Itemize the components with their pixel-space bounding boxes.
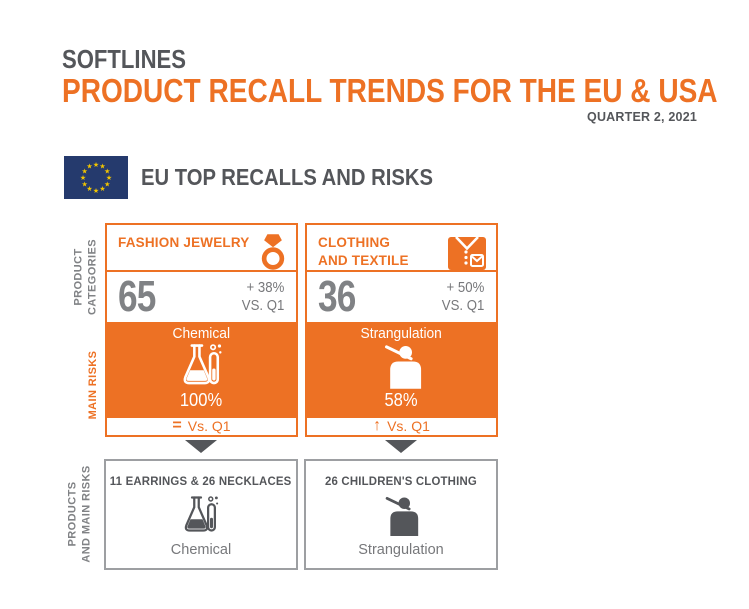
- up-arrow-trend-icon: ↑: [373, 417, 382, 435]
- row-label-products-and-main-risks: PRODUCTS AND MAIN RISKS: [66, 465, 93, 563]
- recall-change: + 50% VS. Q1: [441, 278, 484, 314]
- risk-trend-row: ↑ Vs. Q1: [307, 415, 496, 435]
- ring-icon: [259, 233, 287, 270]
- products-card-fashion-jewelry: 11 EARRINGS & 26 NECKLACES Chemical: [104, 459, 298, 570]
- main-risk-block: Strangulation 58%: [307, 321, 496, 416]
- svg-text:★: ★: [106, 174, 112, 182]
- recall-count: 65: [118, 271, 156, 321]
- products-risk-label: Strangulation: [358, 542, 444, 558]
- page-title: PRODUCT RECALL TRENDS FOR THE EU & USA: [62, 72, 718, 109]
- section-heading: EU TOP RECALLS AND RISKS: [141, 164, 434, 190]
- products-risk-label: Chemical: [170, 542, 232, 558]
- category-header: FASHION JEWELRY: [107, 225, 296, 270]
- row-label-product-categories: PRODUCT CATEGORIES: [72, 239, 99, 315]
- recall-count-row: 65 + 38% VS. Q1: [107, 269, 296, 322]
- risk-trend-label: Vs. Q1: [187, 418, 231, 435]
- risk-trend-label: Vs. Q1: [387, 418, 430, 435]
- row-label-main-risks: MAIN RISKS: [86, 350, 99, 420]
- flask-icon: [183, 488, 219, 542]
- category-header: CLOTHING AND TEXTILE: [307, 225, 496, 270]
- svg-text:★: ★: [104, 180, 110, 188]
- main-risk-name: Chemical: [172, 324, 231, 342]
- category-card-fashion-jewelry: FASHION JEWELRY 65 + 38% VS. Q1 Chemical: [105, 223, 298, 437]
- main-risk-percent: 58%: [384, 389, 419, 410]
- report-period: QUARTER 2, 2021: [587, 110, 697, 124]
- down-arrow-icon: [185, 440, 217, 453]
- recall-count: 36: [318, 271, 356, 321]
- svg-text:★: ★: [99, 185, 105, 193]
- products-card-clothing-textile: 26 CHILDREN'S CLOTHING Strangulation: [304, 459, 498, 570]
- recall-count-row: 36 + 50% VS. Q1: [307, 269, 496, 322]
- shirt-icon: [447, 233, 487, 271]
- products-title: 26 CHILDREN'S CLOTHING: [325, 474, 477, 488]
- main-risk-name: Strangulation: [360, 324, 443, 342]
- recall-change: + 38% VS. Q1: [241, 278, 284, 314]
- svg-text:★: ★: [93, 161, 99, 169]
- strangulation-person-icon: [383, 488, 419, 542]
- flask-icon: [181, 343, 223, 389]
- strangulation-person-icon: [382, 343, 422, 389]
- risk-trend-row: = Vs. Q1: [107, 415, 296, 435]
- svg-text:★: ★: [80, 174, 86, 182]
- products-title: 11 EARRINGS & 26 NECKLACES: [110, 474, 292, 488]
- category-card-clothing-textile: CLOTHING AND TEXTILE 36 + 50% VS. Q1: [305, 223, 498, 437]
- equals-trend-icon: =: [172, 417, 182, 435]
- svg-text:★: ★: [82, 167, 88, 175]
- main-risk-block: Chemical 100%: [107, 321, 296, 416]
- report-kicker: SOFTLINES: [62, 44, 187, 74]
- svg-text:★: ★: [82, 180, 88, 188]
- svg-text:★: ★: [86, 185, 92, 193]
- svg-text:★: ★: [93, 187, 99, 195]
- svg-text:★: ★: [86, 163, 92, 171]
- eu-flag-icon: ★ ★ ★ ★ ★ ★ ★ ★ ★ ★ ★ ★: [64, 156, 128, 199]
- svg-text:★: ★: [99, 163, 105, 171]
- svg-text:★: ★: [104, 167, 110, 175]
- down-arrow-icon: [385, 440, 417, 453]
- main-risk-percent: 100%: [180, 389, 223, 410]
- category-name: CLOTHING AND TEXTILE: [318, 235, 409, 268]
- category-name: FASHION JEWELRY: [118, 235, 250, 250]
